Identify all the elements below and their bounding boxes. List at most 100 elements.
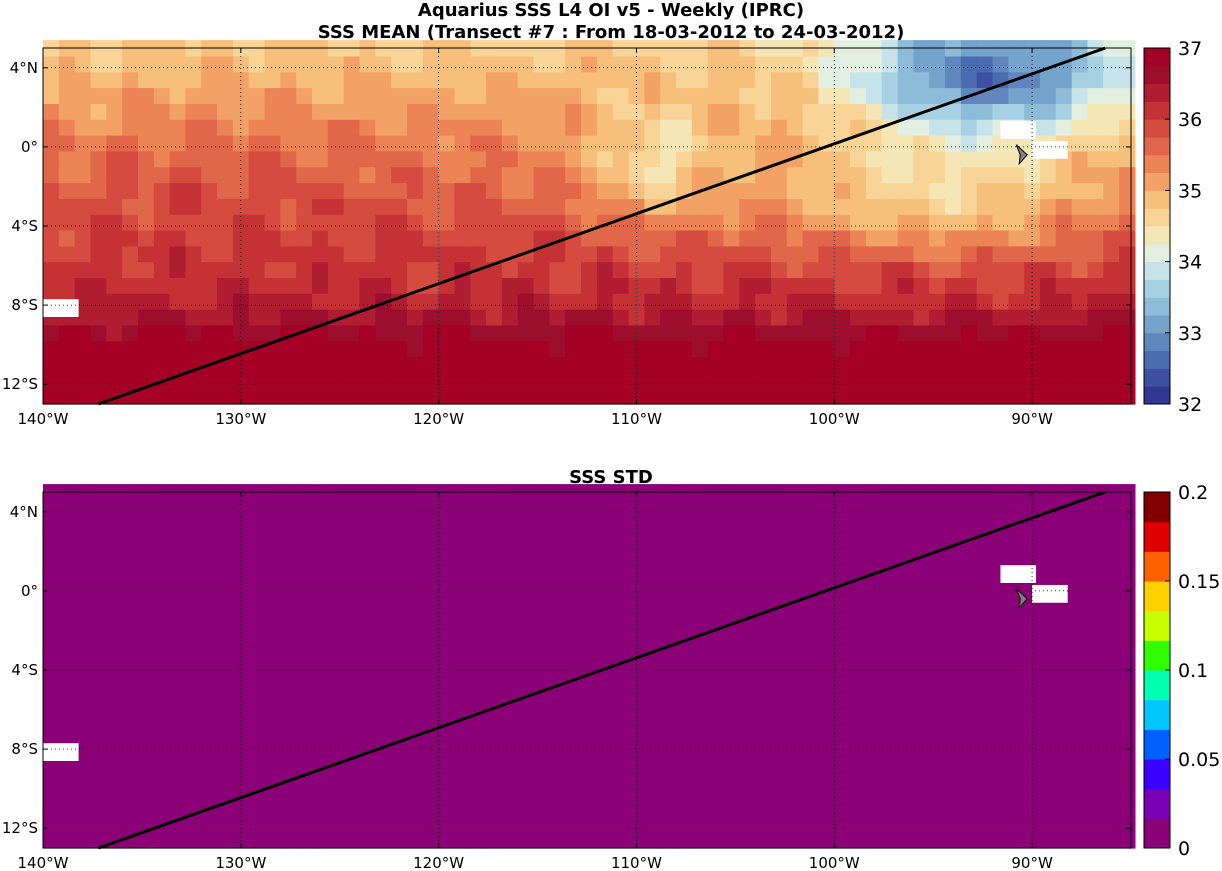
heatmap-cell bbox=[707, 324, 725, 342]
heatmap-cell bbox=[549, 119, 566, 136]
heatmap-cell bbox=[201, 245, 218, 263]
heatmap-cell bbox=[1055, 674, 1073, 691]
heatmap-cell bbox=[169, 150, 186, 168]
heatmap-cell bbox=[486, 563, 503, 580]
heatmap-cell bbox=[533, 182, 550, 199]
heatmap-cell bbox=[517, 166, 535, 184]
heatmap-cell bbox=[802, 55, 819, 73]
heatmap-cell bbox=[865, 705, 883, 722]
heatmap-cell bbox=[739, 579, 756, 596]
heatmap-cell bbox=[217, 372, 234, 389]
missing-data-cell bbox=[1000, 565, 1037, 583]
heatmap-cell bbox=[881, 135, 899, 152]
heatmap-cell bbox=[676, 721, 693, 738]
heatmap-cell bbox=[248, 245, 266, 263]
heatmap-cell bbox=[929, 721, 946, 738]
heatmap-cell bbox=[865, 753, 883, 770]
heatmap-cell bbox=[596, 324, 614, 342]
heatmap-cell bbox=[723, 721, 740, 738]
heatmap-cell bbox=[122, 499, 139, 517]
heatmap-cell bbox=[676, 594, 693, 612]
heatmap-cell bbox=[581, 800, 598, 817]
heatmap-cell bbox=[217, 705, 234, 722]
heatmap-cell bbox=[391, 784, 408, 802]
heatmap-cell bbox=[296, 737, 313, 754]
heatmap-cell bbox=[786, 499, 804, 517]
heatmap-cell bbox=[802, 816, 819, 833]
heatmap-cell bbox=[169, 642, 186, 659]
heatmap-cell bbox=[533, 784, 550, 802]
x-tick-label: 140°W bbox=[18, 854, 69, 871]
heatmap-cell bbox=[43, 832, 60, 849]
heatmap-cell bbox=[280, 71, 297, 89]
heatmap-cell bbox=[945, 768, 962, 786]
heatmap-cell bbox=[739, 340, 756, 358]
heatmap-cell bbox=[1055, 689, 1073, 707]
heatmap-cell bbox=[296, 261, 313, 278]
heatmap-cell bbox=[296, 658, 313, 675]
colorbar-segment bbox=[1144, 670, 1170, 701]
heatmap-cell bbox=[391, 705, 408, 722]
heatmap-cell bbox=[1119, 753, 1136, 770]
heatmap-cell bbox=[596, 166, 614, 184]
heatmap-cell bbox=[739, 658, 756, 675]
heatmap-cell bbox=[549, 610, 566, 628]
heatmap-cell bbox=[106, 309, 123, 326]
heatmap-cell bbox=[1087, 689, 1104, 707]
heatmap-cell bbox=[581, 626, 598, 643]
heatmap-cell bbox=[312, 800, 329, 817]
heatmap-cell bbox=[628, 768, 645, 786]
heatmap-cell bbox=[929, 610, 946, 628]
heatmap-cell bbox=[74, 324, 92, 342]
heatmap-cell bbox=[486, 87, 503, 104]
heatmap-cell bbox=[407, 230, 424, 247]
heatmap-cell bbox=[248, 531, 266, 548]
heatmap-cell bbox=[422, 309, 440, 326]
heatmap-cell bbox=[992, 768, 1009, 786]
heatmap-cell bbox=[217, 737, 234, 754]
heatmap-cell bbox=[771, 800, 788, 817]
heatmap-cell bbox=[881, 150, 899, 168]
heatmap-cell bbox=[723, 340, 740, 358]
heatmap-cell bbox=[596, 674, 614, 691]
heatmap-cell bbox=[280, 277, 297, 294]
heatmap-cell bbox=[897, 277, 914, 294]
heatmap-cell bbox=[422, 515, 440, 533]
heatmap-cell bbox=[929, 150, 946, 168]
heatmap-cell bbox=[501, 768, 519, 786]
heatmap-cell bbox=[723, 245, 740, 263]
heatmap-cell bbox=[945, 230, 962, 247]
heatmap-cell bbox=[945, 515, 962, 533]
heatmap-cell bbox=[185, 499, 202, 517]
heatmap-cell bbox=[596, 689, 614, 707]
heatmap-cell bbox=[232, 531, 250, 548]
heatmap-cell bbox=[454, 230, 471, 247]
heatmap-cell bbox=[865, 721, 883, 738]
heatmap-cell bbox=[960, 309, 978, 326]
heatmap-cell bbox=[217, 166, 234, 184]
heatmap-cell bbox=[407, 372, 424, 389]
heatmap-cell bbox=[280, 610, 297, 628]
heatmap-cell bbox=[153, 832, 171, 849]
heatmap-cell bbox=[628, 277, 645, 294]
heatmap-cell bbox=[992, 721, 1009, 738]
heatmap-cell bbox=[296, 531, 313, 548]
heatmap-cell bbox=[897, 832, 914, 849]
heatmap-cell bbox=[486, 182, 503, 199]
heatmap-cell bbox=[533, 563, 550, 580]
heatmap-cell bbox=[802, 214, 819, 231]
heatmap-cell bbox=[232, 261, 250, 278]
heatmap-cell bbox=[312, 135, 329, 152]
heatmap-cell bbox=[565, 626, 582, 643]
heatmap-cell bbox=[343, 245, 361, 263]
heatmap-cell bbox=[296, 800, 313, 817]
heatmap-cell bbox=[834, 119, 851, 136]
heatmap-cell bbox=[232, 119, 250, 136]
heatmap-cell bbox=[153, 563, 171, 580]
heatmap-cell bbox=[565, 277, 582, 294]
heatmap-cell bbox=[644, 166, 661, 184]
heatmap-cell bbox=[960, 721, 978, 738]
heatmap-cell bbox=[1071, 531, 1089, 548]
heatmap-cell bbox=[280, 594, 297, 612]
heatmap-cell bbox=[359, 71, 376, 89]
